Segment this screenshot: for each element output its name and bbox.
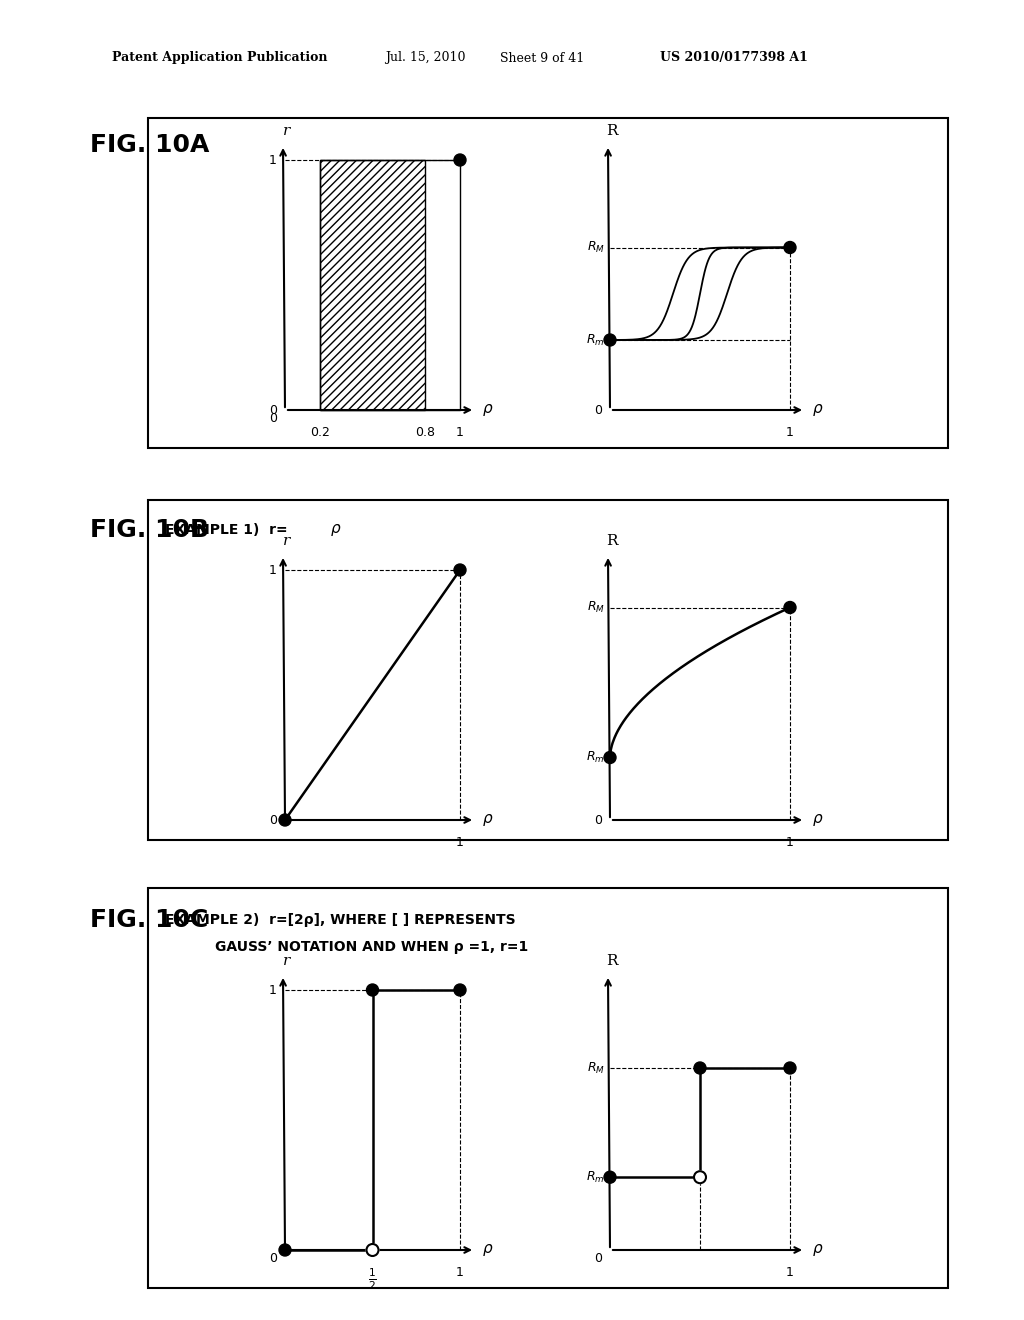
Text: Sheet 9 of 41: Sheet 9 of 41 <box>500 51 585 65</box>
Text: $R_m$: $R_m$ <box>587 750 605 766</box>
Text: 1: 1 <box>786 836 794 849</box>
Text: R: R <box>606 954 617 968</box>
Text: r: r <box>284 124 291 139</box>
Circle shape <box>604 751 616 763</box>
Text: $\frac{1}{2}$: $\frac{1}{2}$ <box>368 1266 377 1291</box>
Bar <box>319 160 460 411</box>
Text: 1: 1 <box>456 426 464 440</box>
Text: $\rho$: $\rho$ <box>812 403 823 418</box>
Text: $\rho$: $\rho$ <box>812 1242 823 1258</box>
Circle shape <box>694 1171 706 1183</box>
Text: 1: 1 <box>456 836 464 849</box>
Text: 0: 0 <box>594 1251 602 1265</box>
Text: 0: 0 <box>269 1251 278 1265</box>
Bar <box>148 888 948 1288</box>
Text: 1: 1 <box>269 564 278 577</box>
Text: $\rho$: $\rho$ <box>482 403 494 418</box>
Text: R: R <box>606 535 617 548</box>
Text: 1: 1 <box>269 153 278 166</box>
Circle shape <box>279 814 291 826</box>
Text: GAUSS’ NOTATION AND WHEN ρ =1, r=1: GAUSS’ NOTATION AND WHEN ρ =1, r=1 <box>215 940 528 954</box>
Text: 1: 1 <box>786 1266 794 1279</box>
Text: 1: 1 <box>269 983 278 997</box>
Text: 1: 1 <box>786 426 794 440</box>
Circle shape <box>367 983 379 997</box>
Circle shape <box>694 1063 706 1074</box>
Text: r: r <box>284 954 291 968</box>
Text: r: r <box>284 535 291 548</box>
Text: $R_m$: $R_m$ <box>587 333 605 347</box>
Text: $R_M$: $R_M$ <box>587 601 605 615</box>
Text: 0: 0 <box>594 813 602 826</box>
Text: $R_M$: $R_M$ <box>587 1060 605 1076</box>
Text: $\rho$: $\rho$ <box>330 521 342 539</box>
Text: EXAMPLE 1)  r=: EXAMPLE 1) r= <box>165 523 288 537</box>
Text: FIG. 10A: FIG. 10A <box>90 133 209 157</box>
Text: $\rho$: $\rho$ <box>812 812 823 828</box>
Text: US 2010/0177398 A1: US 2010/0177398 A1 <box>660 51 808 65</box>
Text: FIG. 10B: FIG. 10B <box>90 517 209 543</box>
Text: $R_M$: $R_M$ <box>587 240 605 255</box>
Text: R: R <box>606 124 617 139</box>
Bar <box>319 160 425 411</box>
Circle shape <box>454 983 466 997</box>
Circle shape <box>367 1243 379 1257</box>
Text: 0: 0 <box>269 404 278 417</box>
Bar <box>148 500 948 840</box>
Text: 0: 0 <box>269 813 278 826</box>
Circle shape <box>454 154 466 166</box>
Bar <box>148 117 948 447</box>
Text: EXAMPLE 2)  r=[2ρ], WHERE [ ] REPRESENTS: EXAMPLE 2) r=[2ρ], WHERE [ ] REPRESENTS <box>165 913 516 927</box>
Text: 0: 0 <box>594 404 602 417</box>
Text: 0: 0 <box>269 412 278 425</box>
Circle shape <box>604 334 616 346</box>
Text: FIG. 10C: FIG. 10C <box>90 908 208 932</box>
Circle shape <box>784 1063 796 1074</box>
Circle shape <box>454 564 466 576</box>
Text: $R_m$: $R_m$ <box>587 1170 605 1185</box>
Text: 0.8: 0.8 <box>415 426 435 440</box>
Text: $\rho$: $\rho$ <box>482 812 494 828</box>
Text: 1: 1 <box>456 1266 464 1279</box>
Circle shape <box>279 1243 291 1257</box>
Text: Patent Application Publication: Patent Application Publication <box>112 51 328 65</box>
Text: $\rho$: $\rho$ <box>482 1242 494 1258</box>
Text: 0.2: 0.2 <box>310 426 330 440</box>
Text: Jul. 15, 2010: Jul. 15, 2010 <box>385 51 466 65</box>
Circle shape <box>784 242 796 253</box>
Circle shape <box>784 602 796 614</box>
Circle shape <box>604 1171 616 1183</box>
